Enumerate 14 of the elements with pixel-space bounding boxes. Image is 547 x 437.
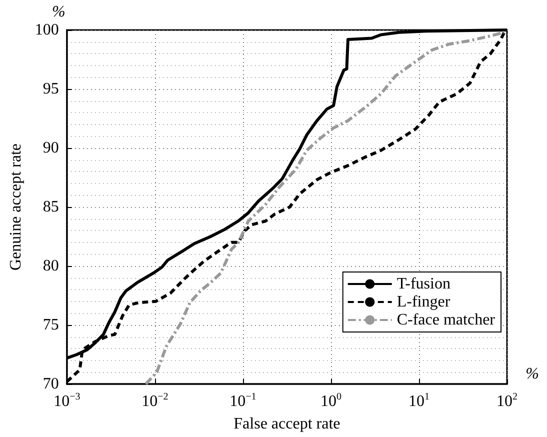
y-axis-title: Genuine accept rate <box>8 143 24 271</box>
x-axis-title: False accept rate <box>234 416 340 432</box>
y-tick-label: 80 <box>42 258 59 274</box>
y-tick-label: 95 <box>42 80 59 98</box>
legend-label: T-fusion <box>396 276 450 292</box>
y-tick-label: 75 <box>42 316 59 334</box>
y-tick-label: 70 <box>42 376 59 392</box>
text: % <box>52 4 66 20</box>
text: % <box>526 366 539 382</box>
y-tick-label: 100 <box>34 22 59 38</box>
y-tick-label: 90 <box>42 140 59 156</box>
y-tick-label: 85 <box>42 198 59 216</box>
legend-label: C-face matcher <box>396 312 496 328</box>
legend-label: L-finger <box>396 294 451 310</box>
